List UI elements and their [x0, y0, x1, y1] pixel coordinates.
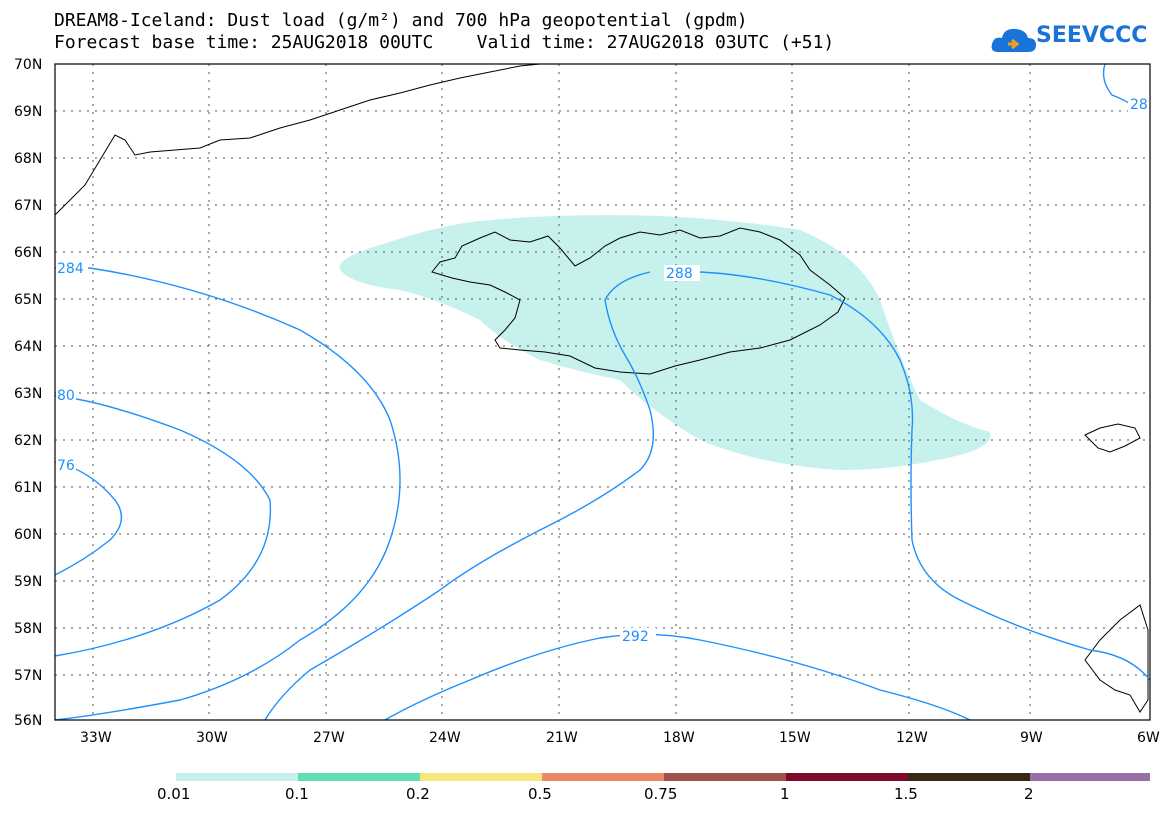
contour-label-276: 76 [57, 458, 75, 474]
lat-label: 68N [14, 151, 42, 167]
contour-284 [54, 267, 401, 721]
lat-label: 66N [14, 245, 42, 261]
lat-label: 59N [14, 574, 42, 590]
map-grid [55, 64, 1150, 720]
lat-label: 64N [14, 339, 42, 355]
scotland-coast [1084, 604, 1149, 713]
cloud-icon [991, 28, 1036, 52]
contour-276 [54, 461, 123, 576]
lat-label: 62N [14, 433, 42, 449]
contour-label-288: 288 [666, 266, 693, 282]
colorbar-segment [786, 773, 908, 781]
contour-280 [54, 395, 272, 657]
lat-label: 60N [14, 527, 42, 543]
lat-label: 67N [14, 198, 42, 214]
contour-label-284: 284 [57, 261, 84, 277]
lon-label: 24W [429, 730, 461, 746]
lat-label: 65N [14, 292, 42, 308]
colorbar-label: 0.2 [406, 785, 430, 803]
colorbar-segment [420, 773, 542, 781]
lat-label: 61N [14, 480, 42, 496]
contour-label-292: 292 [622, 629, 649, 645]
contour-292 [384, 633, 971, 721]
lon-label: 9W [1020, 730, 1043, 746]
colorbar-label: 1 [780, 785, 790, 803]
lat-label: 69N [14, 104, 42, 120]
lat-label: 63N [14, 386, 42, 402]
colorbar-segment [298, 773, 420, 781]
title-line-1: DREAM8-Iceland: Dust load (g/m²) and 700… [54, 10, 748, 31]
lon-label: 15W [779, 730, 811, 746]
map-frame [54, 63, 1151, 721]
colorbar-segment [176, 773, 298, 781]
longitude-labels: 33W 30W 27W 24W 21W 18W 15W 12W 9W 6W [80, 730, 1160, 746]
contour-label-288-ne: 28 [1130, 97, 1148, 113]
lon-label: 33W [80, 730, 112, 746]
colorbar-segment [908, 773, 1030, 781]
faroe-coast [1084, 423, 1141, 453]
lon-label: 21W [546, 730, 578, 746]
dust-load-area [339, 215, 991, 470]
latitude-labels: 70N 69N 68N 67N 66N 65N 64N 63N 62N 61N … [14, 57, 42, 729]
colorbar-label: 1.5 [894, 785, 918, 803]
lon-label: 6W [1137, 730, 1160, 746]
contour-288-ne [1102, 63, 1131, 105]
colorbar-segment [1030, 773, 1150, 781]
colorbar-segment [542, 773, 664, 781]
lat-label: 57N [14, 668, 42, 684]
lat-label: 58N [14, 621, 42, 637]
coastlines [54, 63, 1149, 713]
lat-label: 70N [14, 57, 42, 73]
colorbar-label: 0.75 [644, 785, 678, 803]
contour-288 [264, 271, 655, 721]
lat-label: 56N [14, 713, 42, 729]
lon-label: 30W [196, 730, 228, 746]
lon-label: 12W [896, 730, 928, 746]
colorbar-label: 0.1 [285, 785, 309, 803]
lon-label: 27W [313, 730, 345, 746]
lon-label: 18W [663, 730, 695, 746]
logo-text: SEEVCCC [1036, 23, 1148, 48]
geopotential-contours [54, 63, 1151, 721]
colorbar [176, 773, 1150, 781]
iceland-coast [431, 227, 846, 375]
colorbar-segment [664, 773, 786, 781]
contour-288-east [699, 271, 1151, 681]
colorbar-label: 0.5 [528, 785, 552, 803]
greenland-coast [54, 63, 541, 216]
colorbar-label: 2 [1024, 785, 1034, 803]
contour-label-280: 80 [57, 388, 75, 404]
colorbar-label: 0.01 [157, 785, 191, 803]
title-line-2: Forecast base time: 25AUG2018 00UTC Vali… [54, 32, 835, 53]
